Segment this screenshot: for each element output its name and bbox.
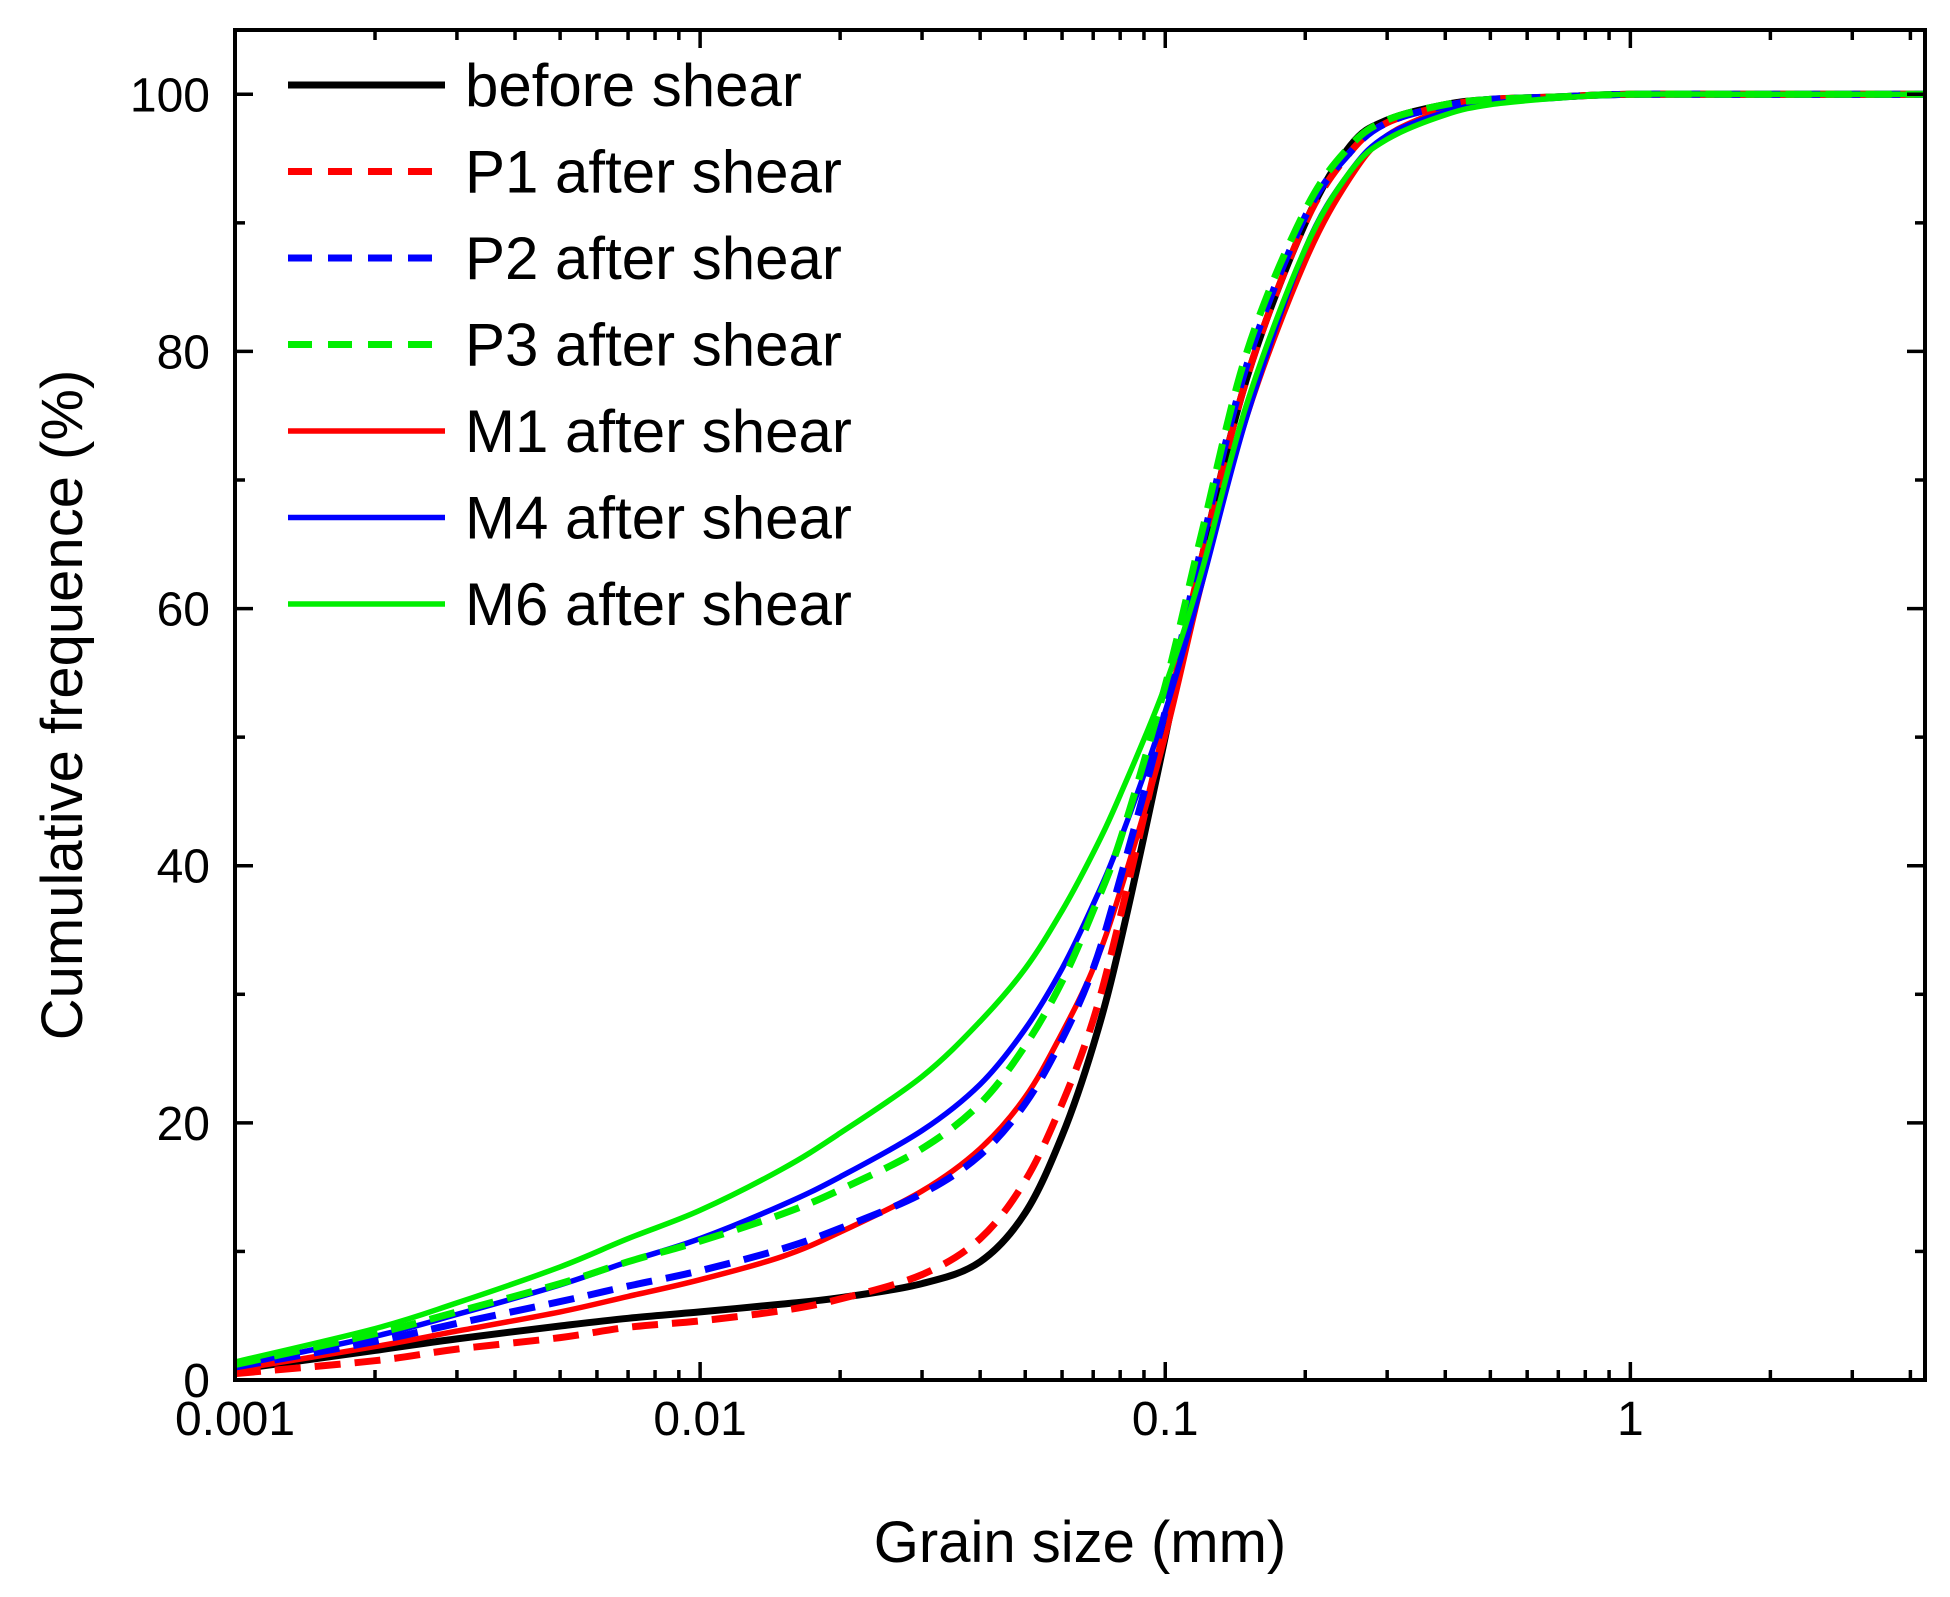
y-tick-label: 0 — [183, 1355, 210, 1408]
y-tick-label: 20 — [157, 1098, 210, 1151]
legend-item: P3 after shear — [288, 312, 842, 379]
x-axis-title: Grain size (mm) — [874, 1510, 1286, 1575]
legend-label: M4 after shear — [465, 485, 852, 552]
legend-label: P3 after shear — [465, 312, 842, 379]
legend-label: M1 after shear — [465, 398, 852, 465]
x-tick-label: 1 — [1617, 1393, 1644, 1446]
legend-item: M6 after shear — [288, 571, 852, 638]
legend-item: P1 after shear — [288, 139, 842, 206]
y-axis-title: Cumulative frequence (%) — [30, 370, 95, 1041]
series-layer — [234, 90, 1925, 1378]
tick-labels-layer: 0.001 0.01 0.1 1 0 20 40 60 80 100 — [130, 69, 1644, 1446]
plot-frame — [233, 28, 1927, 1382]
x-tick-label: 0.1 — [1132, 1393, 1199, 1446]
legend-item: before shear — [288, 52, 802, 119]
y-tick-label: 80 — [157, 326, 210, 379]
y-tick-label: 100 — [130, 69, 210, 122]
legend-label: P1 after shear — [465, 139, 842, 206]
legend-item: M4 after shear — [288, 485, 852, 552]
legend-label: before shear — [465, 52, 802, 119]
x-tick-label: 0.01 — [653, 1393, 746, 1446]
series-line-p3-after-shear — [234, 90, 1925, 1369]
series-line-p1-after-shear — [234, 90, 1925, 1378]
series-line-m6-after-shear — [234, 91, 1925, 1365]
y-tick-label: 60 — [157, 584, 210, 637]
legend-item: P2 after shear — [288, 225, 842, 292]
x-tick-label: 0.001 — [175, 1393, 295, 1446]
legend: before shear P1 after shear P2 after shear… — [288, 52, 852, 638]
y-tick-label: 40 — [157, 841, 210, 894]
legend-label: P2 after shear — [465, 225, 842, 292]
legend-item: M1 after shear — [288, 398, 852, 465]
legend-label: M6 after shear — [465, 571, 852, 638]
